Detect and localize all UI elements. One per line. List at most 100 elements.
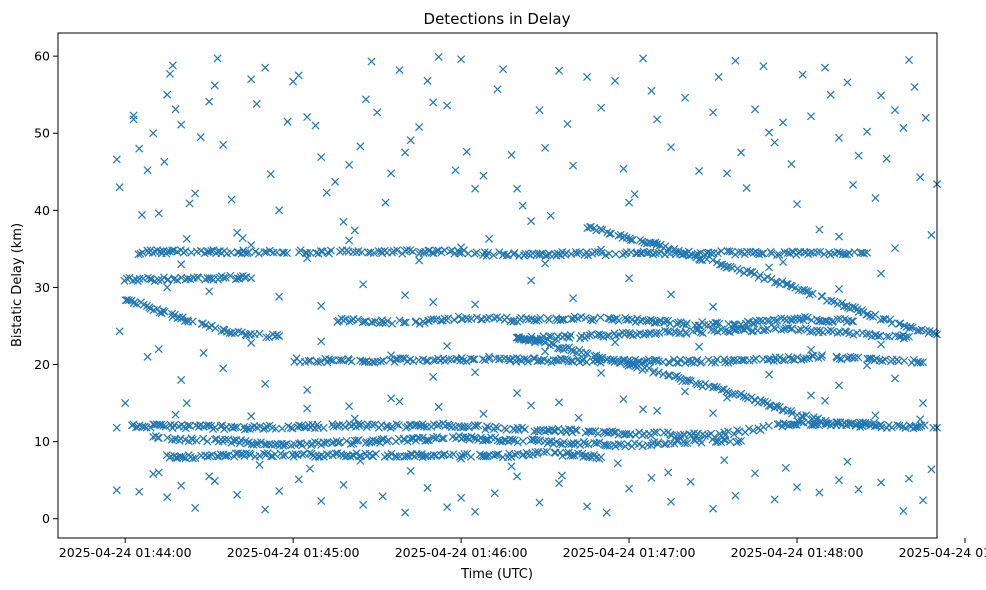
scatter-point — [746, 267, 755, 277]
scatter-point — [581, 439, 590, 448]
scatter-point — [778, 355, 787, 364]
scatter-point — [652, 328, 661, 337]
scatter-point — [313, 358, 322, 367]
scatter-point — [430, 450, 439, 459]
scatter-point — [613, 459, 622, 468]
scatter-point — [915, 326, 924, 335]
scatter-point — [513, 389, 522, 398]
scatter-point — [423, 483, 432, 492]
scatter-point — [777, 314, 786, 323]
scatter-point — [278, 451, 287, 460]
scatter-point — [927, 230, 936, 240]
scatter-point — [815, 488, 824, 497]
scatter-point — [360, 317, 369, 326]
scatter-point — [639, 330, 648, 339]
scatter-point — [478, 355, 487, 364]
scatter-point — [347, 357, 356, 366]
scatter-point — [230, 423, 239, 432]
scatter-point — [470, 355, 479, 364]
scatter-point — [821, 63, 830, 72]
scatter-point — [527, 314, 536, 324]
scatter-point — [161, 422, 170, 431]
scatter-point — [793, 200, 802, 209]
scatter-point — [583, 502, 592, 511]
scatter-point — [713, 355, 722, 364]
scatter-point — [778, 277, 787, 286]
scatter-point — [210, 476, 219, 485]
scatter-point — [261, 63, 270, 72]
scatter-point — [555, 398, 564, 407]
scatter-point — [235, 439, 244, 448]
scatter-point — [636, 317, 645, 326]
scatter-point — [862, 248, 872, 257]
scatter-point — [443, 101, 452, 110]
scatter-point — [664, 468, 673, 477]
scatter-point — [555, 439, 564, 448]
scatter-point — [678, 377, 687, 386]
scatter-point — [387, 169, 396, 178]
scatter-point — [471, 422, 480, 431]
scatter-point — [652, 318, 661, 327]
scatter-point — [227, 248, 236, 257]
scatter-point — [806, 248, 815, 257]
scatter-point — [122, 274, 131, 283]
scatter-point — [536, 249, 545, 258]
scatter-point — [890, 106, 900, 115]
scatter-point — [916, 415, 925, 424]
scatter-point — [763, 324, 772, 333]
scatter-point — [800, 312, 810, 321]
scatter-point — [219, 140, 228, 149]
scatter-point — [260, 248, 269, 257]
scatter-point — [485, 355, 494, 364]
scatter-point — [674, 318, 683, 327]
scatter-point — [681, 387, 690, 396]
y-tick-label: 30 — [34, 280, 50, 295]
scatter-point — [546, 332, 556, 341]
scatter-point — [682, 319, 691, 328]
data-markers — [112, 52, 942, 517]
scatter-point — [451, 166, 460, 175]
scatter-point — [440, 450, 449, 459]
scatter-point — [247, 240, 256, 250]
scatter-point — [726, 437, 735, 446]
scatter-point — [545, 315, 554, 325]
scatter-point — [751, 105, 760, 114]
scatter-point — [422, 356, 431, 365]
scatter-point — [266, 170, 275, 179]
scatter-point — [807, 391, 816, 400]
scatter-point — [572, 426, 581, 435]
scatter-point — [173, 276, 182, 285]
scatter-point — [471, 368, 480, 377]
scatter-point — [493, 423, 502, 433]
scatter-point — [568, 357, 577, 366]
scatter-point — [112, 486, 121, 495]
y-tick-label: 0 — [42, 511, 50, 526]
scatter-point — [395, 65, 404, 75]
scatter-point — [879, 314, 888, 324]
scatter-point — [802, 354, 811, 363]
scatter-point — [191, 454, 200, 463]
scatter-point — [154, 468, 163, 477]
scatter-point — [848, 180, 858, 189]
scatter-point — [908, 323, 917, 332]
scatter-point — [770, 138, 779, 147]
scatter-point — [485, 234, 494, 243]
scatter-point — [618, 250, 627, 259]
scatter-point — [614, 440, 623, 449]
scatter-point — [834, 476, 844, 485]
scatter-point — [129, 111, 138, 120]
scatter-point — [255, 451, 264, 460]
scatter-point — [354, 436, 363, 445]
scatter-point — [415, 256, 424, 265]
scatter-point — [597, 248, 606, 257]
scatter-point — [275, 331, 284, 341]
scatter-point — [485, 352, 494, 361]
scatter-point — [474, 421, 483, 430]
scatter-point — [513, 184, 522, 193]
scatter-point — [159, 421, 168, 430]
scatter-point — [255, 329, 264, 338]
scatter-point — [698, 329, 707, 338]
scatter-point — [602, 508, 611, 517]
scatter-point — [672, 436, 681, 445]
scatter-point — [723, 393, 732, 402]
